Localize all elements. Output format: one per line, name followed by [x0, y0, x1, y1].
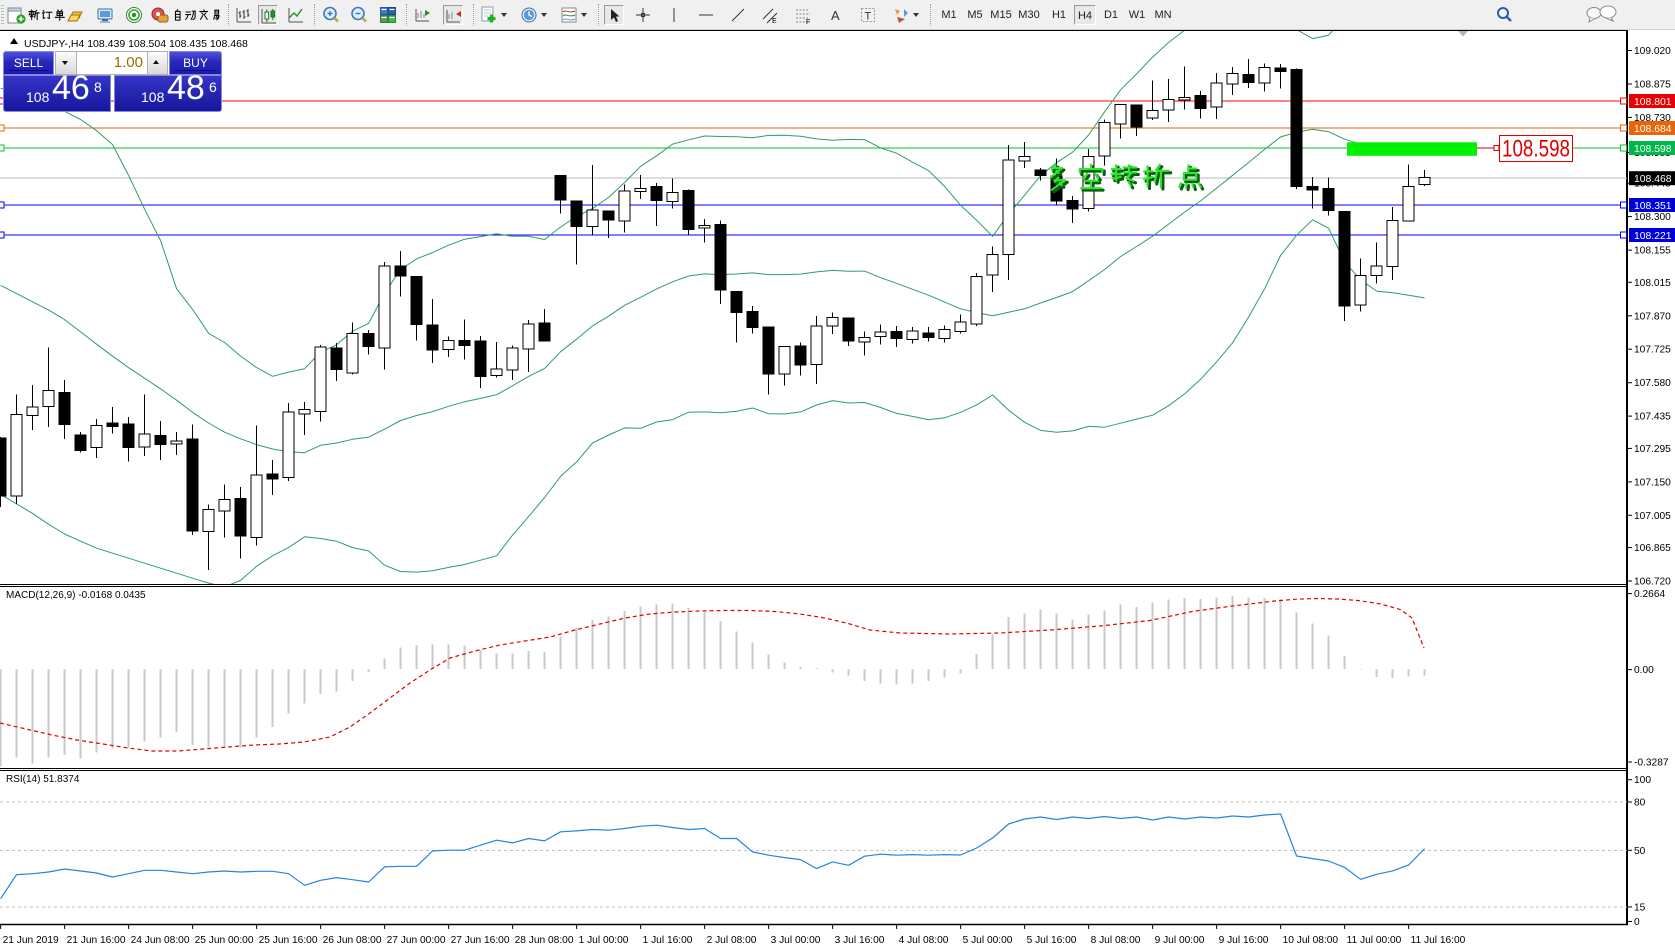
svg-text:107.435: 107.435 [1634, 412, 1671, 423]
svg-text:108.155: 108.155 [1634, 246, 1671, 257]
svg-text:109.020: 109.020 [1634, 46, 1671, 57]
svg-text:108.730: 108.730 [1634, 113, 1671, 124]
svg-text:108.221: 108.221 [1634, 231, 1672, 242]
svg-text:107.150: 107.150 [1634, 477, 1671, 488]
svg-text:1 Jul 16:00: 1 Jul 16:00 [643, 935, 693, 946]
svg-text:A: A [831, 8, 840, 23]
svg-text:108.801: 108.801 [1634, 97, 1672, 108]
svg-text:107.295: 107.295 [1634, 444, 1671, 455]
svg-text:106.865: 106.865 [1634, 543, 1671, 554]
svg-text:11 Jul 16:00: 11 Jul 16:00 [1411, 935, 1466, 946]
svg-text:USDJPY-,H4 108.439 108.504 10: USDJPY-,H4 108.439 108.504 108.435 108.4… [24, 38, 248, 50]
svg-text:11 Jul 00:00: 11 Jul 00:00 [1347, 935, 1402, 946]
svg-text:100: 100 [1634, 775, 1651, 786]
svg-text:108.351: 108.351 [1634, 201, 1672, 212]
svg-text:24 Jun 08:00: 24 Jun 08:00 [131, 935, 190, 946]
svg-text:26 Jun 08:00: 26 Jun 08:00 [323, 935, 382, 946]
svg-text:107.870: 107.870 [1634, 311, 1671, 322]
svg-text:108.684: 108.684 [1634, 124, 1672, 135]
svg-text:4 Jul 08:00: 4 Jul 08:00 [899, 935, 949, 946]
svg-text:21 Jun 2019: 21 Jun 2019 [3, 935, 59, 946]
svg-text:21 Jun 16:00: 21 Jun 16:00 [67, 935, 126, 946]
svg-text:3 Jul 00:00: 3 Jul 00:00 [771, 935, 821, 946]
svg-text:27 Jun 16:00: 27 Jun 16:00 [451, 935, 510, 946]
svg-text:T: T [865, 11, 872, 23]
svg-text:-0.3287: -0.3287 [1634, 758, 1669, 769]
svg-text:1 Jul 00:00: 1 Jul 00:00 [579, 935, 629, 946]
svg-text:27 Jun 00:00: 27 Jun 00:00 [387, 935, 446, 946]
svg-text:2 Jul 08:00: 2 Jul 08:00 [707, 935, 757, 946]
svg-text:25 Jun 00:00: 25 Jun 00:00 [195, 935, 254, 946]
svg-text:9 Jul 16:00: 9 Jul 16:00 [1219, 935, 1269, 946]
svg-text:MACD(12,26,9) -0.0168 0.0435: MACD(12,26,9) -0.0168 0.0435 [6, 590, 146, 601]
svg-text:80: 80 [1634, 798, 1646, 809]
svg-text:106.720: 106.720 [1634, 577, 1671, 588]
svg-text:108.015: 108.015 [1634, 278, 1671, 289]
svg-text:5 Jul 16:00: 5 Jul 16:00 [1027, 935, 1077, 946]
svg-text:10 Jul 08:00: 10 Jul 08:00 [1283, 935, 1339, 946]
svg-text:108.598: 108.598 [1634, 144, 1672, 155]
svg-text:0.2664: 0.2664 [1634, 589, 1665, 600]
svg-text:25 Jun 16:00: 25 Jun 16:00 [259, 935, 318, 946]
svg-text:RSI(14) 51.8374: RSI(14) 51.8374 [6, 774, 80, 785]
svg-text:3 Jul 16:00: 3 Jul 16:00 [835, 935, 885, 946]
svg-text:F: F [806, 19, 810, 25]
svg-text:15: 15 [1634, 902, 1646, 913]
svg-text:50: 50 [1634, 846, 1646, 857]
svg-text:8 Jul 08:00: 8 Jul 08:00 [1091, 935, 1141, 946]
svg-text:E: E [772, 18, 777, 25]
svg-text:107.725: 107.725 [1634, 345, 1671, 356]
svg-text:5 Jul 00:00: 5 Jul 00:00 [963, 935, 1013, 946]
svg-text:9 Jul 00:00: 9 Jul 00:00 [1155, 935, 1205, 946]
svg-text:28 Jun 08:00: 28 Jun 08:00 [515, 935, 574, 946]
svg-text:0: 0 [1634, 917, 1640, 928]
svg-text:107.005: 107.005 [1634, 511, 1671, 522]
svg-text:0.00: 0.00 [1634, 665, 1654, 676]
svg-text:108.598: 108.598 [1502, 136, 1570, 163]
svg-text:108.468: 108.468 [1634, 174, 1672, 185]
svg-text:107.580: 107.580 [1634, 378, 1671, 389]
svg-text:108.875: 108.875 [1634, 80, 1671, 91]
svg-text:108.300: 108.300 [1634, 212, 1671, 223]
